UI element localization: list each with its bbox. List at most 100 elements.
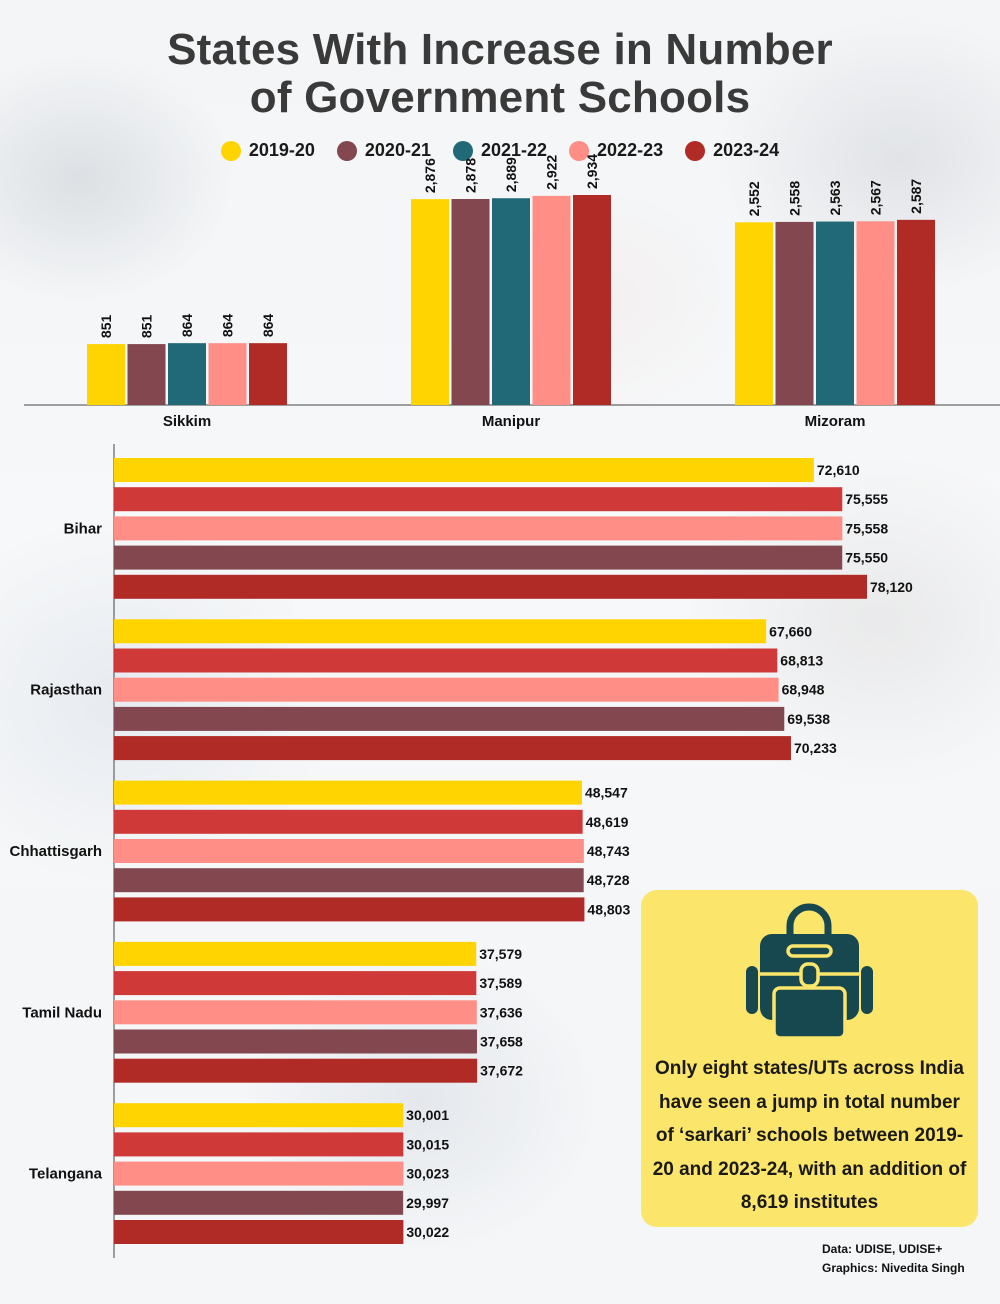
bar-tamil-nadu-2021-22 — [114, 1029, 477, 1054]
bar-manipur-2019-20 — [411, 199, 449, 405]
bar-sikkim-2021-22 — [168, 343, 206, 405]
bar-label-chhattisgarh-2021-22: 48,728 — [587, 872, 630, 888]
bar-label-telangana-2022-23: 30,023 — [406, 1166, 449, 1182]
category-label-chhattisgarh: Chhattisgarh — [9, 843, 102, 860]
bar-label-sikkim-2022-23: 864 — [220, 314, 236, 338]
category-label-sikkim: Sikkim — [163, 413, 211, 430]
bar-manipur-2021-22 — [492, 198, 530, 405]
legend-label-2020-21: 2020-21 — [364, 140, 431, 160]
bar-mizoram-2019-20 — [735, 222, 773, 405]
bar-label-manipur-2021-22: 2,889 — [503, 157, 519, 192]
legend-swatch-2020-21 — [336, 140, 357, 161]
category-label-bihar: Bihar — [64, 520, 103, 537]
bar-label-manipur-2023-24: 2,934 — [584, 154, 600, 189]
legend: 2019-20 2020-21 2021-22 2022-23 2023-24 — [0, 140, 1000, 161]
bar-sikkim-2019-20 — [87, 344, 125, 405]
bar-telangana-2022-23 — [114, 1161, 404, 1186]
bar-tamil-nadu-2020-21 — [114, 971, 477, 996]
bar-label-bihar-2020-21: 75,555 — [845, 491, 888, 507]
note-text: Only eight states/UTs across India have … — [652, 1058, 967, 1213]
bar-label-sikkim-2021-22: 864 — [179, 314, 195, 338]
category-label-manipur: Manipur — [482, 413, 540, 430]
bar-chhattisgarh-2021-22 — [114, 868, 584, 893]
legend-label-2021-22: 2021-22 — [480, 140, 548, 160]
bar-label-bihar-2023-24: 78,120 — [870, 579, 913, 595]
chart-title-line-1: States With Increase in Number — [167, 25, 833, 74]
bar-label-sikkim-2023-24: 864 — [260, 314, 276, 338]
bar-bihar-2022-23 — [114, 516, 843, 541]
legend-label-2023-24: 2023-24 — [713, 140, 780, 160]
bar-label-mizoram-2021-22: 2,563 — [827, 180, 843, 215]
bar-mizoram-2020-21 — [775, 221, 814, 405]
bar-label-rajasthan-2021-22: 69,538 — [787, 711, 830, 727]
bar-mizoram-2022-23 — [856, 221, 895, 405]
bar-manipur-2022-23 — [532, 195, 571, 405]
category-label-telangana: Telangana — [29, 1166, 103, 1183]
bar-chhattisgarh-2019-20 — [114, 780, 582, 805]
bar-tamil-nadu-2019-20 — [114, 941, 477, 966]
legend-item-2019-20: 2019-20 — [220, 140, 315, 161]
category-label-mizoram: Mizoram — [805, 413, 866, 430]
legend-item-2022-23: 2022-23 — [569, 140, 663, 161]
bar-sikkim-2020-21 — [127, 344, 166, 405]
bar-label-tamil-nadu-2019-20: 37,579 — [479, 946, 522, 962]
bar-chhattisgarh-2022-23 — [114, 839, 584, 863]
bar-label-rajasthan-2020-21: 68,813 — [780, 653, 823, 669]
backpack-icon — [746, 903, 873, 1040]
graphics-credit: Graphics: Nivedita Singh — [822, 1261, 965, 1275]
bar-label-tamil-nadu-2021-22: 37,658 — [480, 1034, 523, 1050]
chart-title-line-2: of Government Schools — [249, 73, 751, 122]
bar-label-rajasthan-2022-23: 68,948 — [782, 682, 825, 698]
legend-swatch-2022-23 — [569, 140, 590, 161]
bar-bihar-2021-22 — [114, 545, 843, 570]
bar-label-mizoram-2019-20: 2,552 — [746, 181, 762, 216]
bar-label-tamil-nadu-2022-23: 37,636 — [480, 1004, 523, 1020]
bar-label-bihar-2022-23: 75,558 — [845, 520, 888, 536]
bar-label-tamil-nadu-2020-21: 37,589 — [479, 975, 522, 991]
legend-item-2023-24: 2023-24 — [685, 140, 779, 161]
bar-label-chhattisgarh-2022-23: 48,743 — [587, 843, 630, 859]
bar-chhattisgarh-2023-24 — [114, 897, 585, 922]
bar-rajasthan-2021-22 — [114, 706, 785, 731]
credits: Data: UDISE, UDISE+ Graphics: Nivedita S… — [822, 1240, 965, 1278]
bar-label-telangana-2021-22: 29,997 — [406, 1195, 449, 1211]
bar-mizoram-2023-24 — [897, 219, 935, 405]
bar-telangana-2019-20 — [114, 1103, 404, 1128]
legend-item-2020-21: 2020-21 — [336, 140, 431, 161]
bar-label-telangana-2023-24: 30,022 — [406, 1224, 449, 1240]
bar-sikkim-2022-23 — [208, 343, 247, 405]
category-label-tamil-nadu: Tamil Nadu — [22, 1004, 102, 1021]
bar-bihar-2020-21 — [114, 487, 843, 512]
bar-label-telangana-2020-21: 30,015 — [406, 1136, 449, 1152]
legend-label-2019-20: 2019-20 — [248, 140, 315, 160]
category-label-rajasthan: Rajasthan — [30, 682, 102, 699]
legend-item-2021-22: 2021-22 — [452, 140, 548, 161]
note-card: Only eight states/UTs across India have … — [641, 890, 978, 1227]
bar-label-manipur-2019-20: 2,876 — [422, 158, 438, 193]
bar-label-mizoram-2022-23: 2,567 — [868, 180, 884, 215]
bar-label-sikkim-2020-21: 851 — [139, 315, 155, 339]
bar-label-chhattisgarh-2019-20: 48,547 — [585, 785, 628, 801]
bar-label-manipur-2020-21: 2,878 — [463, 158, 479, 193]
bar-telangana-2023-24 — [114, 1220, 404, 1244]
bar-label-bihar-2019-20: 72,610 — [817, 462, 860, 478]
legend-label-2022-23: 2022-23 — [597, 140, 664, 160]
bar-rajasthan-2022-23 — [114, 677, 779, 702]
bar-label-mizoram-2023-24: 2,587 — [908, 179, 924, 214]
bar-label-sikkim-2019-20: 851 — [98, 315, 114, 339]
bar-sikkim-2023-24 — [249, 343, 287, 405]
legend-swatch-2021-22 — [452, 140, 473, 161]
bar-telangana-2021-22 — [114, 1190, 404, 1215]
bar-rajasthan-2023-24 — [114, 736, 791, 761]
bar-label-mizoram-2020-21: 2,558 — [787, 181, 803, 216]
bar-chhattisgarh-2020-21 — [114, 809, 583, 834]
bar-rajasthan-2020-21 — [114, 648, 778, 673]
bar-label-chhattisgarh-2023-24: 48,803 — [587, 901, 630, 917]
bar-bihar-2023-24 — [114, 574, 867, 599]
chart-title: States With Increase in Number of Govern… — [0, 26, 1000, 122]
bar-manipur-2023-24 — [573, 195, 611, 405]
bar-manipur-2020-21 — [451, 199, 490, 405]
bar-rajasthan-2019-20 — [114, 619, 767, 644]
bar-label-telangana-2019-20: 30,001 — [406, 1107, 449, 1123]
